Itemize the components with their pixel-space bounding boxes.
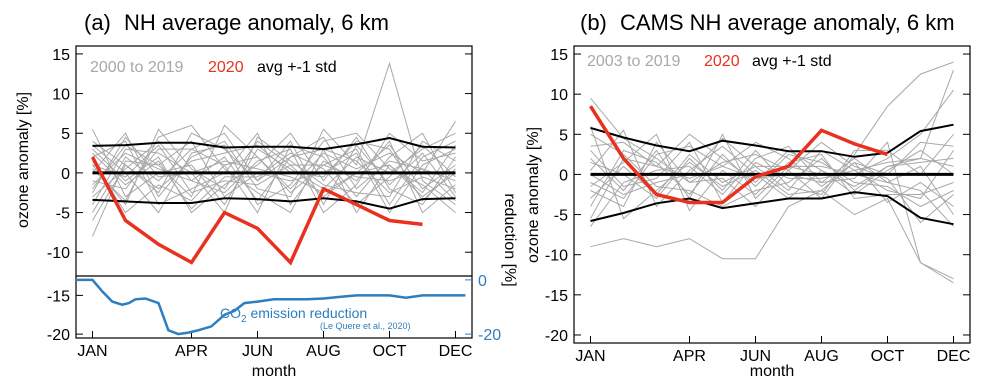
panel-a-right-tick-label: -20 xyxy=(478,327,501,344)
legend-a-background: 2000 to 2019 xyxy=(90,59,184,76)
panel-a-background-year-line xyxy=(92,140,456,221)
co2-emission-line xyxy=(76,278,466,336)
panel-a-lower-ytick-label: -15 xyxy=(47,288,70,305)
panel-a-right-ticks: 0 -20 xyxy=(465,273,501,344)
panel-a-background-year-line xyxy=(92,140,456,237)
panel-b-2020-line xyxy=(589,105,889,205)
panel-b-background-year-line xyxy=(590,141,954,224)
panel-b-background-year-line xyxy=(590,137,954,215)
panel-a-emission-line xyxy=(76,278,466,336)
panel-b-background-year-line xyxy=(590,61,954,200)
panel-a-xticks: JAN APR JUN AUG OCT DEC xyxy=(77,331,472,360)
panel-a-yticks: 15 10 5 0 -5 -10 xyxy=(47,47,472,262)
legend-b-avg: avg +-1 std xyxy=(752,53,832,70)
panel-a-xtick-label: JUN xyxy=(242,343,273,360)
panel-a-legend: 2000 to 2019 2020 avg +-1 std xyxy=(90,59,337,76)
panel-a-lower-ytick-label: -20 xyxy=(47,327,70,344)
panel-b-std-line xyxy=(590,191,954,226)
panel-a-frame xyxy=(75,45,473,339)
panel-b-background-year-line xyxy=(590,141,954,280)
panel-a-ytick-label: -10 xyxy=(47,245,70,262)
panel-b-letter: (b) xyxy=(580,10,607,35)
panel-a-ylabel: ozone anomaly [%] xyxy=(15,92,32,228)
panel-a-xtick-label: DEC xyxy=(439,343,473,360)
panel-b: (b) CAMS NH average anomaly, 6 km 15 10 5 0… xyxy=(525,10,971,380)
panel-b-ytick-label: 0 xyxy=(559,167,568,184)
panel-a-xtick-label: JAN xyxy=(77,343,107,360)
panel-a-std-lines xyxy=(92,136,456,210)
panel-b-background-year-line xyxy=(590,133,954,212)
legend-a-avg: avg +-1 std xyxy=(257,59,337,76)
panel-a: (a) NH average anomaly, 6 km 15 10 5 0 -5 -10… xyxy=(15,10,518,380)
panel-a-background-year-line xyxy=(92,132,456,206)
panel-a-title: NH average anomaly, 6 km xyxy=(124,10,389,35)
panel-a-ytick-label: 10 xyxy=(52,87,70,104)
panel-a-background-year-line xyxy=(92,140,456,214)
panel-a-right-tick-label: 0 xyxy=(478,273,487,290)
panel-a-background-year-line xyxy=(92,124,456,214)
panel-b-xtick-label: AUG xyxy=(804,348,839,365)
panel-b-ytick-label: -5 xyxy=(554,208,568,225)
panel-b-xlabel: month xyxy=(750,363,794,380)
panel-b-ylabel: ozone anomaly [%] xyxy=(525,127,542,263)
panel-b-legend: 2003 to 2019 2020 avg +-1 std xyxy=(587,53,832,70)
legend-b-2020: 2020 xyxy=(704,53,740,70)
panel-b-background-year-line xyxy=(590,129,954,208)
panel-a-xtick-label: OCT xyxy=(373,343,407,360)
panel-b-background-year-line xyxy=(590,189,954,284)
panel-a-ytick-label: 15 xyxy=(52,47,70,64)
panel-b-background-year-line xyxy=(590,145,954,227)
panel-b-std-line xyxy=(590,123,954,158)
panel-a-background-year-line xyxy=(92,132,456,214)
panel-a-background-year-line xyxy=(92,144,456,202)
panel-b-frame xyxy=(573,45,971,344)
panel-b-ytick-label: 10 xyxy=(550,87,568,104)
panel-b-background-year-line xyxy=(590,133,954,200)
panel-b-yticks: 15 10 5 0 -5 -10 -15 -20 xyxy=(545,47,970,345)
panel-b-xtick-label: JUN xyxy=(740,348,771,365)
panel-b-std-lines xyxy=(590,123,954,226)
panel-b-xtick-label: JAN xyxy=(575,348,605,365)
panel-a-ytick-label: 5 xyxy=(61,126,70,143)
panel-a-background-year-line xyxy=(92,136,456,214)
panel-a-background-year-line xyxy=(92,132,456,214)
panel-a-ytick-label: 0 xyxy=(61,166,70,183)
panel-b-background-year-line xyxy=(590,126,954,220)
panel-b-ytick-label: -15 xyxy=(545,288,568,305)
emission-citation: (Le Quere et al., 2020) xyxy=(320,321,411,331)
panel-a-2020-line xyxy=(90,156,423,266)
panel-a-letter: (a) xyxy=(84,10,111,35)
panel-a-right-axis-label: reduction [%] xyxy=(501,193,518,286)
panel-a-background-lines xyxy=(92,61,456,237)
emission-annotation: CO2 emission reduction xyxy=(220,305,367,325)
panel-a-std-line xyxy=(92,136,456,151)
panel-b-ytick-label: 5 xyxy=(559,127,568,144)
panel-a-lower-yticks: -15 -20 xyxy=(47,288,83,344)
panel-b-title: CAMS NH average anomaly, 6 km xyxy=(620,10,955,35)
panel-a-xlabel: month xyxy=(252,363,296,380)
panel-a-ytick-label: -5 xyxy=(56,206,70,223)
panel-b-ytick-label: -10 xyxy=(545,248,568,265)
panel-b-ytick-label: -20 xyxy=(545,328,568,345)
panel-a-xtick-label: APR xyxy=(175,343,208,360)
panel-a-highlight xyxy=(90,156,423,266)
panel-b-ytick-label: 15 xyxy=(550,47,568,64)
panel-b-xtick-label: APR xyxy=(673,348,706,365)
legend-a-2020: 2020 xyxy=(208,59,244,76)
panel-a-background-year-line xyxy=(92,61,456,206)
panel-b-xtick-label: OCT xyxy=(871,348,905,365)
panel-a-xtick-label: AUG xyxy=(306,343,341,360)
panel-a-std-line xyxy=(92,197,456,210)
panel-b-xtick-label: DEC xyxy=(937,348,971,365)
legend-b-background: 2003 to 2019 xyxy=(587,53,681,70)
panel-b-xticks: JAN APR JUN AUG OCT DEC xyxy=(575,336,970,365)
panel-b-highlight xyxy=(589,105,889,205)
